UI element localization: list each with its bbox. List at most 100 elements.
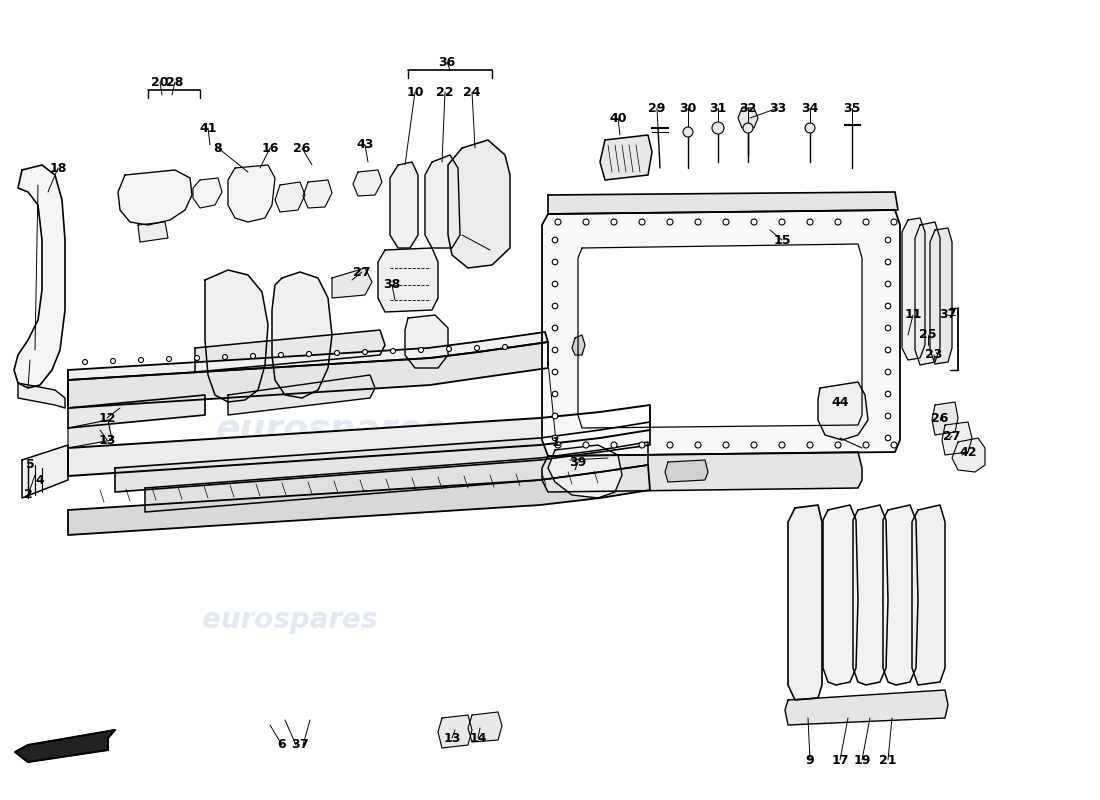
Circle shape [835,219,842,225]
Circle shape [610,442,617,448]
Polygon shape [68,405,650,476]
Circle shape [110,358,115,363]
Circle shape [886,325,891,331]
Polygon shape [578,244,862,428]
Polygon shape [468,712,502,742]
Polygon shape [272,272,332,398]
Circle shape [552,303,558,309]
Text: 11: 11 [904,309,922,322]
Circle shape [667,219,673,225]
Circle shape [886,435,891,441]
Text: 18: 18 [50,162,67,174]
Circle shape [307,351,311,357]
Polygon shape [390,162,418,248]
Circle shape [552,238,558,242]
Circle shape [886,282,891,286]
Text: 36: 36 [439,55,455,69]
Polygon shape [68,332,548,380]
Circle shape [695,442,701,448]
Circle shape [779,219,785,225]
Polygon shape [192,178,222,208]
Circle shape [610,219,617,225]
Circle shape [639,219,645,225]
Circle shape [222,354,228,359]
Polygon shape [14,165,65,388]
Polygon shape [22,445,68,498]
Text: 8: 8 [213,142,222,154]
Circle shape [779,442,785,448]
Circle shape [864,219,869,225]
Text: 15: 15 [773,234,791,246]
Text: 5: 5 [25,458,34,471]
Circle shape [742,123,754,133]
Circle shape [278,353,284,358]
Polygon shape [332,268,372,298]
Text: 19: 19 [854,754,871,766]
Polygon shape [600,135,652,180]
Polygon shape [205,270,268,402]
Polygon shape [785,690,948,725]
Circle shape [552,391,558,397]
Circle shape [552,282,558,286]
Text: 29: 29 [648,102,666,114]
Text: 13: 13 [443,731,461,745]
Circle shape [683,127,693,137]
Circle shape [474,346,480,350]
Circle shape [363,350,367,354]
Text: 32: 32 [739,102,757,114]
Polygon shape [18,383,65,408]
Polygon shape [852,505,888,685]
Polygon shape [15,730,116,762]
Circle shape [886,347,891,353]
Text: 21: 21 [879,754,896,766]
Circle shape [334,350,340,355]
Text: 1: 1 [551,435,560,449]
Polygon shape [116,422,650,492]
Circle shape [864,442,869,448]
Polygon shape [68,465,650,535]
Text: 37: 37 [939,309,957,322]
Circle shape [552,347,558,353]
Polygon shape [572,335,585,355]
Circle shape [447,346,451,351]
Circle shape [886,259,891,265]
Circle shape [166,357,172,362]
Polygon shape [932,402,958,435]
Text: 34: 34 [801,102,818,114]
Polygon shape [912,505,945,685]
Circle shape [552,413,558,419]
Circle shape [751,219,757,225]
Circle shape [886,303,891,309]
Polygon shape [425,155,460,248]
Polygon shape [275,182,305,212]
Circle shape [891,442,896,448]
Text: 6: 6 [277,738,286,751]
Polygon shape [818,382,868,440]
Text: eurospares: eurospares [202,606,377,634]
Text: 23: 23 [925,349,943,362]
Polygon shape [378,248,438,312]
Circle shape [552,370,558,374]
Polygon shape [195,330,385,372]
Circle shape [195,355,199,361]
Text: 41: 41 [199,122,217,134]
Text: 12: 12 [98,411,116,425]
Polygon shape [302,180,332,208]
Circle shape [390,349,396,354]
Polygon shape [68,420,112,448]
Polygon shape [118,170,192,225]
Text: 17: 17 [832,754,849,766]
Circle shape [805,123,815,133]
Polygon shape [138,222,168,242]
Circle shape [583,442,588,448]
Circle shape [139,358,143,362]
Polygon shape [68,342,548,408]
Text: 40: 40 [609,111,627,125]
Polygon shape [548,192,898,214]
Polygon shape [448,140,510,268]
Text: eurospares: eurospares [606,313,834,347]
Text: 2: 2 [23,489,32,502]
Polygon shape [405,315,448,368]
Circle shape [751,442,757,448]
Polygon shape [952,438,984,472]
